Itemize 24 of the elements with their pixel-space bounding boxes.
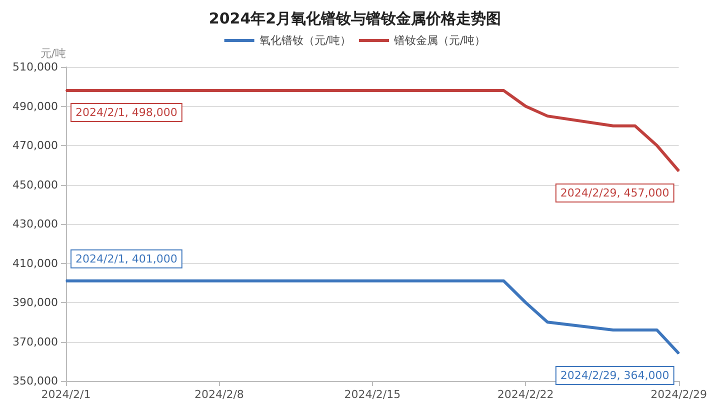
- y-tick-label: 410,000: [12, 256, 58, 270]
- x-tick-label: 2024/2/15: [344, 388, 401, 401]
- x-tick-label: 2024/2/8: [194, 388, 244, 401]
- x-tick-label: 2024/2/1: [41, 388, 91, 401]
- x-tick-label: 2024/2/29: [650, 388, 707, 401]
- annotation: 2024/2/1, 401,000: [76, 252, 178, 266]
- y-tick-label: 430,000: [12, 218, 58, 230]
- y-tick-label: 390,000: [12, 296, 58, 309]
- line-series: [64, 279, 680, 356]
- y-tick-label: 370,000: [12, 335, 58, 348]
- chart-title: 2024年2月氧化镨钕与镨钕金属价格走势图: [208, 10, 502, 28]
- annotation: 2024/2/1, 498,000: [76, 106, 178, 120]
- y-axis-title: 元/吨: [40, 47, 66, 60]
- y-tick-label: 450,000: [12, 178, 58, 192]
- y-tick-label: 470,000: [12, 139, 58, 152]
- y-tick-label: 350,000: [12, 374, 58, 388]
- line-series: [64, 89, 680, 173]
- y-tick-label: 510,000: [12, 60, 58, 74]
- x-tick-label: 2024/2/22: [497, 388, 554, 401]
- annotation: 2024/2/29, 364,000: [560, 369, 670, 382]
- legend-label: 氧化镨钕（元/吨）: [259, 34, 352, 47]
- annotation: 2024/2/29, 457,000: [560, 186, 670, 200]
- y-tick-label: 490,000: [12, 100, 58, 113]
- legend-label: 镨钕金属（元/吨）: [393, 34, 486, 47]
